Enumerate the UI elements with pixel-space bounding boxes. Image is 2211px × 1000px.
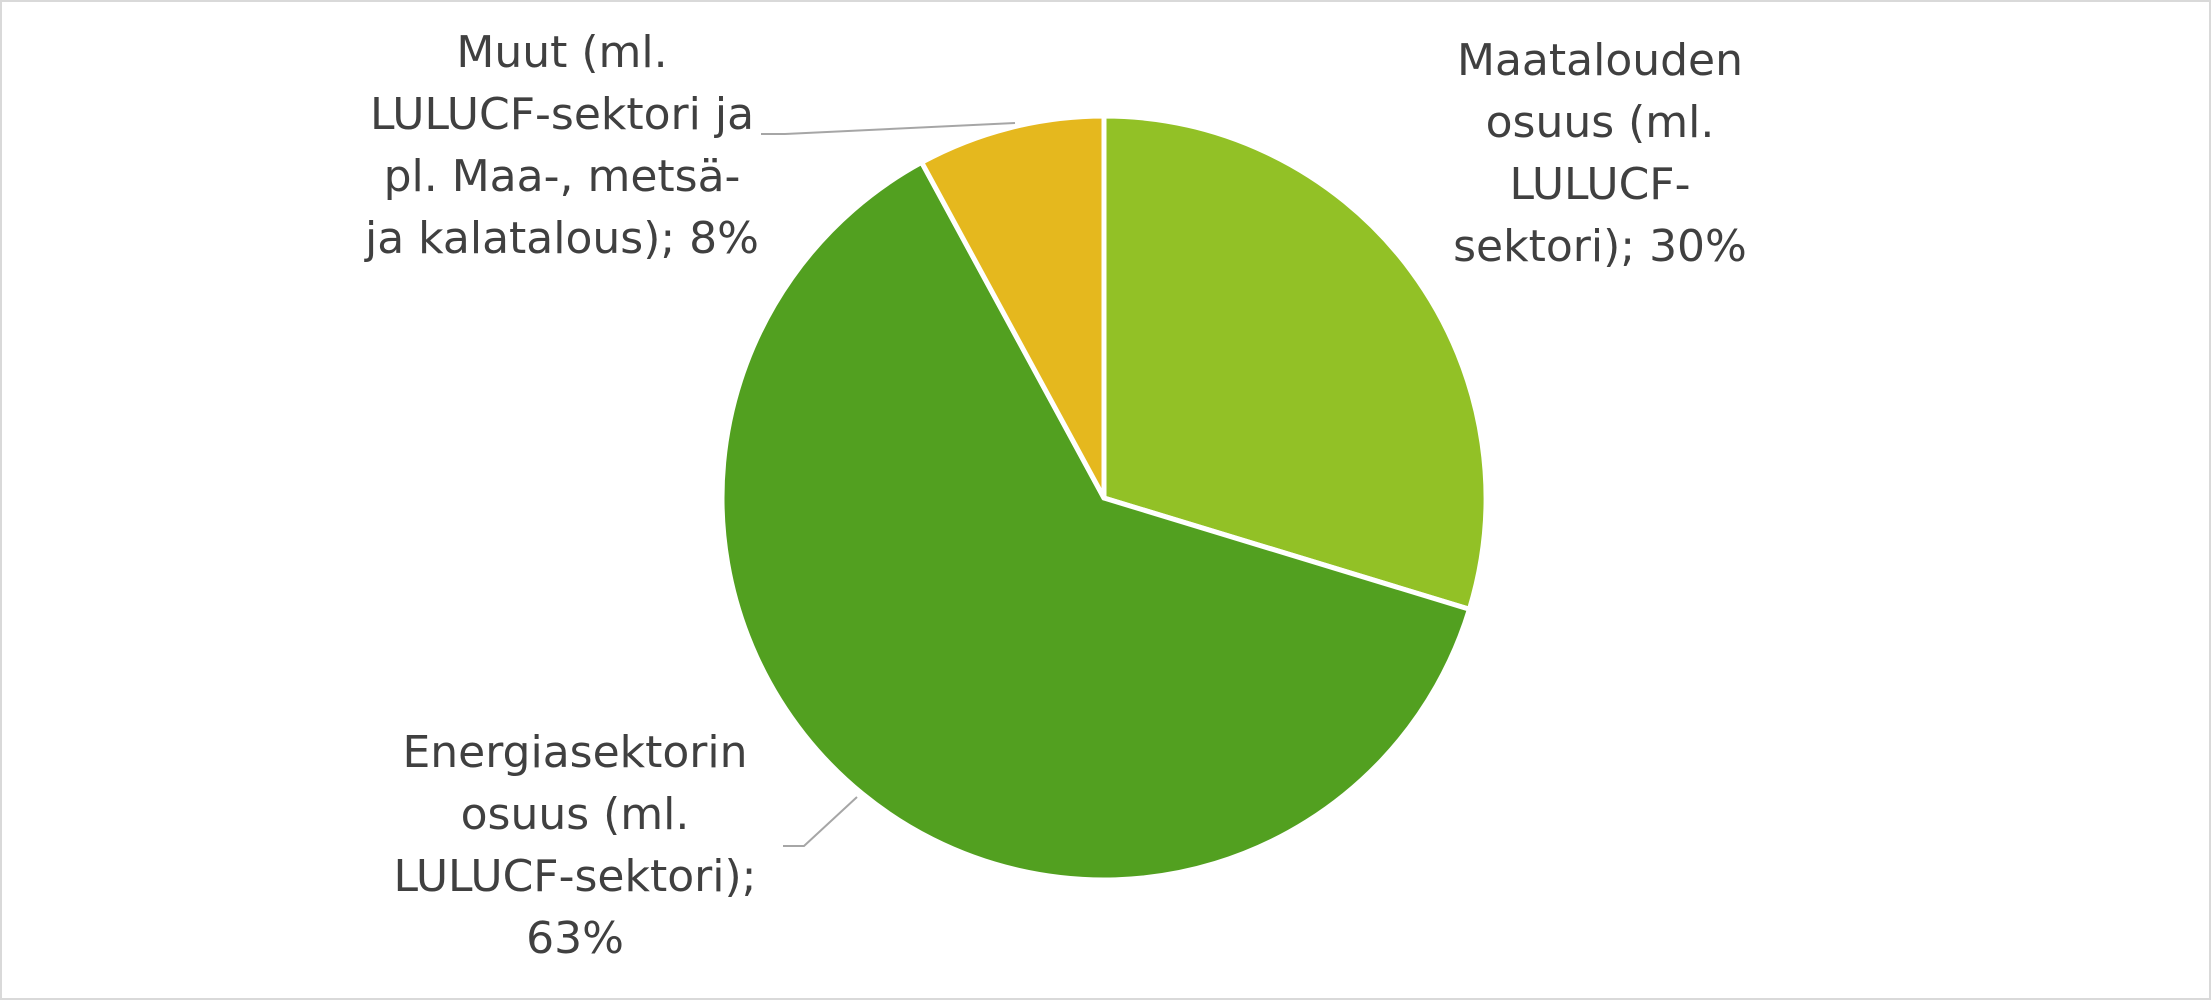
pie-slice	[719, 159, 1472, 883]
data-label: Energiasektorin osuus (ml. LULUCF-sektor…	[393, 727, 757, 964]
leader-line	[761, 122, 1016, 135]
pie-slice	[919, 113, 1107, 501]
data-label: Muut (ml. LULUCF-sektori ja pl. Maa-, me…	[365, 27, 759, 264]
leader-line	[783, 796, 858, 847]
pie-slice	[1101, 113, 1489, 612]
data-label: Maatalouden osuus (ml. LULUCF-sektori); …	[1453, 35, 1747, 272]
